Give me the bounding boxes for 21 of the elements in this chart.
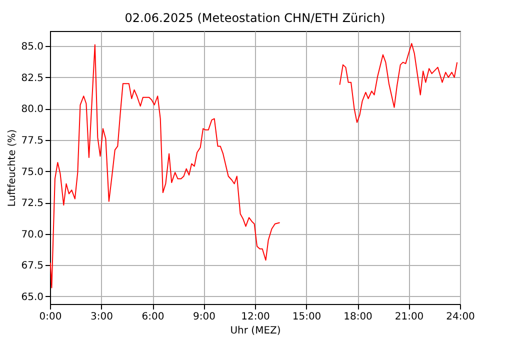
y-tick-label: 77.5 — [21, 135, 44, 146]
x-tick-label: 0:00 — [39, 312, 62, 322]
x-tick-label: 12:00 — [241, 312, 270, 322]
x-axis-title: Uhr (MEZ) — [230, 326, 281, 336]
x-tick-label: 21:00 — [394, 312, 424, 322]
y-axis-title: Luftfeuchte (%) — [7, 129, 18, 207]
x-tick-label: 24:00 — [446, 312, 475, 322]
y-tick-label: 75.0 — [21, 166, 44, 178]
y-tick-label: 72.5 — [21, 198, 44, 210]
y-tick-label: 85.0 — [21, 42, 44, 53]
x-tick-label: 9:00 — [193, 312, 216, 322]
chart-title: 02.06.2025 (Meteostation CHN/ETH Zürich) — [124, 11, 386, 25]
x-tick-label: 3:00 — [90, 312, 113, 322]
y-tick-label: 67.5 — [21, 260, 44, 272]
y-tick-label: 65.0 — [21, 292, 44, 303]
x-tick-label: 6:00 — [142, 312, 164, 322]
y-tick-label: 80.0 — [21, 104, 44, 116]
x-tick-label: 18:00 — [344, 312, 372, 322]
y-tick-label: 82.5 — [21, 72, 44, 84]
x-tick-label: 15:00 — [292, 312, 322, 322]
y-tick-label: 70.0 — [21, 229, 44, 240]
